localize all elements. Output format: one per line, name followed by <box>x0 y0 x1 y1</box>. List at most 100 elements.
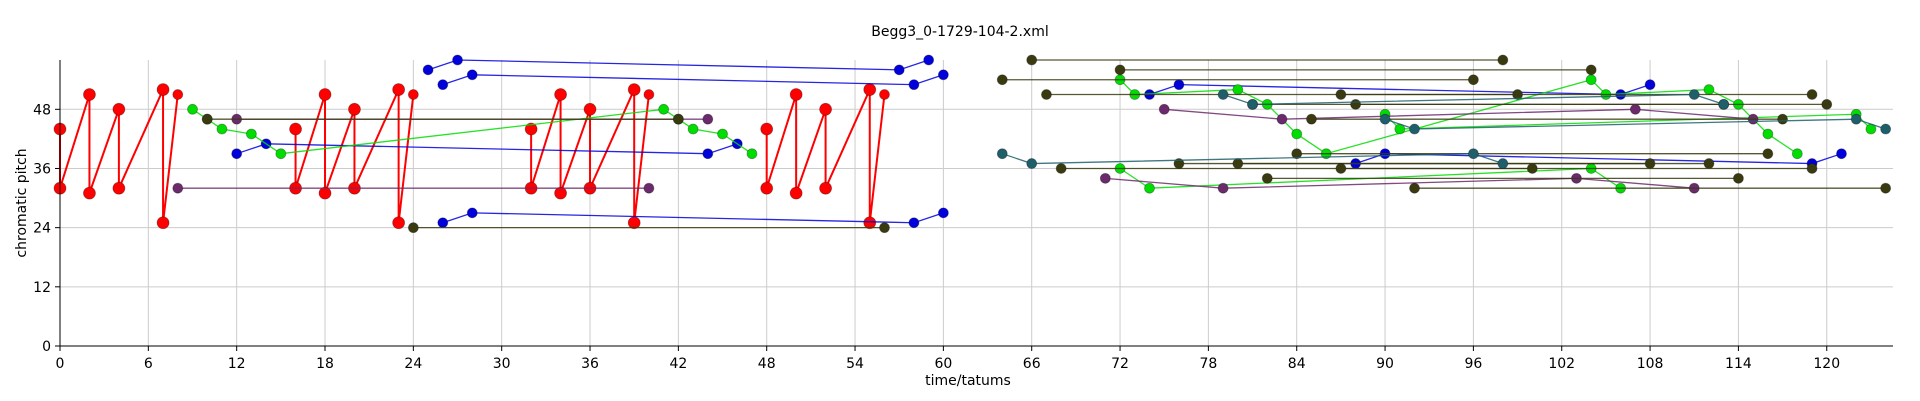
data-point <box>83 88 96 101</box>
y-tick-label: 0 <box>42 339 51 355</box>
series-teal-36 <box>1217 89 1730 110</box>
data-point <box>643 89 655 100</box>
x-tick-label: 6 <box>144 356 153 372</box>
data-point <box>1350 98 1362 110</box>
data-point <box>923 54 935 66</box>
data-point <box>407 89 419 100</box>
series-line <box>1164 108 1754 120</box>
y-tick-label: 36 <box>33 161 51 177</box>
data-point <box>1880 182 1892 194</box>
series-blue-6 <box>437 207 949 229</box>
data-point <box>172 89 184 100</box>
x-tick-label: 54 <box>846 356 864 372</box>
data-point <box>1806 163 1818 174</box>
data-point <box>1585 64 1597 76</box>
data-point <box>201 113 213 125</box>
x-tick-label: 66 <box>1023 356 1041 372</box>
data-point <box>554 186 567 200</box>
x-tick-label: 30 <box>493 356 511 372</box>
data-point <box>1688 89 1700 100</box>
data-point <box>879 89 890 100</box>
data-point <box>289 122 302 136</box>
data-point <box>466 207 478 219</box>
data-point <box>746 148 758 160</box>
data-point <box>1276 113 1288 125</box>
data-point <box>554 88 567 101</box>
x-axis-label: time/tatums <box>925 373 1011 389</box>
data-point <box>1144 182 1155 194</box>
data-point <box>789 186 803 200</box>
data-point <box>1791 148 1803 160</box>
series-olive-28 <box>1261 172 1744 184</box>
x-tick-label: 90 <box>1376 356 1394 372</box>
series-teal-35 <box>996 148 1509 169</box>
series-olive-20 <box>996 74 1479 86</box>
x-tick-label: 36 <box>581 356 599 372</box>
x-tick-label: 78 <box>1199 356 1217 372</box>
data-point <box>1821 98 1833 110</box>
data-point <box>687 123 699 135</box>
x-tick-label: 84 <box>1288 356 1306 372</box>
data-point <box>1762 148 1774 160</box>
series-olive-18 <box>201 113 684 125</box>
data-point <box>1409 182 1420 194</box>
data-point <box>1041 89 1052 100</box>
data-point <box>437 217 449 229</box>
data-point <box>1335 163 1347 174</box>
y-axis-label: chromatic pitch <box>14 148 30 257</box>
series-line <box>1105 177 1695 189</box>
axes: 0 6 12 18 24 30 36 42 48 54 60 66 72 78 84 90 96 102 108 11… <box>33 60 1893 372</box>
y-tick-label: 24 <box>33 221 51 237</box>
series-olive-21 <box>1026 54 1509 66</box>
data-point <box>172 182 184 194</box>
data-point <box>643 182 655 194</box>
data-point <box>672 113 684 125</box>
series-green-10 <box>187 103 758 160</box>
data-point <box>1644 79 1656 91</box>
data-point <box>996 148 1008 160</box>
series-red-0 <box>53 83 184 230</box>
series-red-2 <box>524 83 655 230</box>
data-point <box>407 222 419 234</box>
data-point <box>1467 74 1479 86</box>
data-point <box>245 128 257 140</box>
data-point <box>1762 128 1774 140</box>
data-point <box>1173 79 1185 91</box>
x-tick-label: 12 <box>228 356 246 372</box>
series-line <box>442 74 944 86</box>
data-point <box>1232 158 1244 169</box>
data-point <box>937 69 949 81</box>
data-point <box>83 186 96 200</box>
data-point <box>863 83 877 96</box>
data-point <box>1114 64 1126 76</box>
data-point <box>627 83 641 96</box>
x-tick-label: 24 <box>404 356 422 372</box>
y-tick-label: 48 <box>33 102 51 118</box>
series-line <box>442 212 944 224</box>
x-tick-label: 0 <box>56 356 65 372</box>
data-point <box>879 222 890 234</box>
data-point <box>1217 182 1229 194</box>
data-point <box>1026 158 1038 169</box>
data-point <box>1158 103 1170 115</box>
data-point <box>717 128 728 140</box>
data-point <box>1703 158 1715 169</box>
series-teal-37 <box>1379 113 1892 135</box>
data-point <box>452 54 463 66</box>
series-blue-4 <box>422 54 935 76</box>
data-point <box>1585 74 1597 86</box>
x-tick-label: 18 <box>316 356 334 372</box>
data-point <box>1291 128 1303 140</box>
series-purple-14 <box>172 182 655 194</box>
series-green-11 <box>1114 74 1803 160</box>
data-point <box>1497 158 1509 169</box>
data-point <box>1026 54 1038 66</box>
data-point <box>789 88 803 101</box>
data-point <box>702 148 714 160</box>
x-tick-label: 48 <box>758 356 776 372</box>
data-point <box>583 102 597 116</box>
data-point <box>1467 148 1479 160</box>
data-point <box>702 113 714 125</box>
data-point <box>1703 84 1715 95</box>
